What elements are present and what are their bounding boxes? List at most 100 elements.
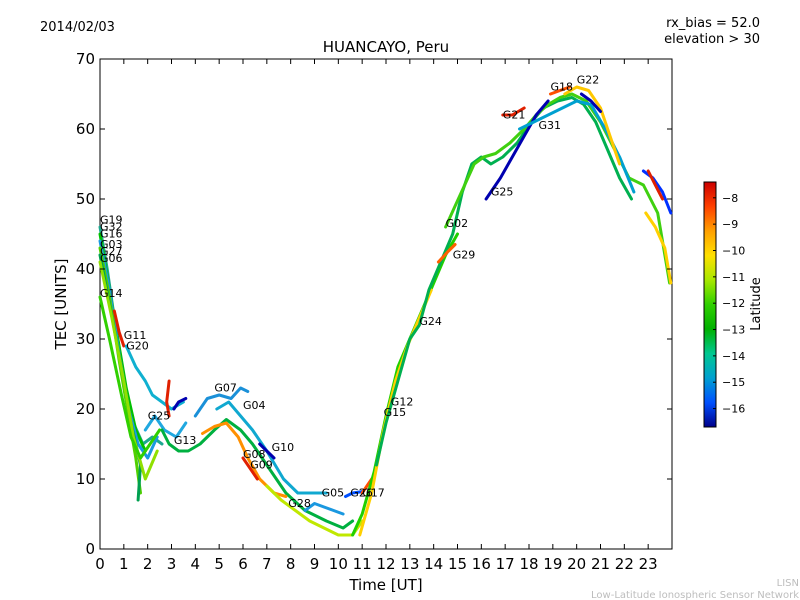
x-tick-label: 20 [567,555,586,573]
x-tick-label: 15 [448,555,467,573]
label-g26-18: G26 [350,487,373,500]
label-g15-21: G15 [384,406,407,419]
label-g29-24: G29 [453,249,476,262]
series-g25-25 [484,99,550,201]
elevation-label: elevation > 30 [664,32,760,47]
x-tick-label: 18 [519,555,538,573]
y-tick-label: 70 [76,50,95,68]
watermark-short: LISN [777,578,799,589]
series-g29-24 [436,243,457,264]
colorbar-tick-label: −11 [722,271,745,284]
x-tick-label: 21 [591,555,610,573]
y-tick-label: 20 [76,400,95,418]
chart-title: HUANCAYO, Peru [323,38,449,56]
label-g06-5: G06 [100,252,123,265]
colorbar-tick-label: −10 [722,244,745,257]
series-g15-21 [358,288,433,537]
series-unlabeled-31 [644,211,673,285]
label-g32-1: G32 [100,221,123,234]
x-tick-label: 14 [424,555,443,573]
series-layer [98,85,673,537]
label-g18-28: G18 [551,81,574,94]
x-tick-label: 19 [543,555,562,573]
rx-bias-label: rx_bias = 52.0 [666,16,760,31]
series-g18-28 [549,85,571,96]
label-g14-6: G14 [100,287,123,300]
watermark-long: Low-Latitude Ionospheric Sensor Network [591,590,799,600]
label-g08-13: G08 [243,448,266,461]
series-g25-9 [143,414,188,439]
axis-ticks: 0 1 2 3 4 5 6 7 8 9 10 11 12 13 14 15 16 17 18 19 20 21 22 2301… [76,50,672,573]
x-tick-label: 6 [238,555,248,573]
y-tick-label: 40 [76,260,95,278]
x-tick-label: 13 [400,555,419,573]
series-unlabeled-32 [641,169,673,215]
x-tick-label: 17 [496,555,515,573]
colorbar-tick-label: −9 [722,218,738,231]
colorbar-tick-label: −16 [722,403,745,416]
label-g11-7: G11 [124,329,147,342]
label-g22-29: G22 [577,74,600,87]
x-tick-label: 22 [615,555,634,573]
colorbar-tick-label: −8 [722,192,738,205]
series-g07-11 [193,386,250,418]
x-tick-label: 7 [262,555,272,573]
series-g11-7 [112,309,126,348]
x-tick-label: 4 [191,555,201,573]
series-unlabeled-35 [172,397,188,411]
label-g21-26: G21 [503,109,526,122]
colorbar-tick-label: −12 [722,297,745,310]
x-tick-label: 23 [639,555,658,573]
x-tick-label: 8 [286,555,296,573]
colorbar-ticks: −16 −15 −14 −13 −12 −11 −10 −9 −8 [713,192,745,416]
satellite-labels: G19G32G16G03G27G06G14G11G20G25G13G07G04G… [100,74,599,511]
label-g27-4: G27 [100,245,123,258]
x-tick-label: 2 [143,555,153,573]
x-tick-label: 3 [167,555,177,573]
label-g20-8: G20 [126,340,149,353]
date-label: 2014/02/03 [40,20,115,35]
series-g05-17 [303,502,345,516]
x-tick-label: 12 [376,555,395,573]
x-tick-label: 16 [472,555,491,573]
label-g31-27: G31 [539,119,562,132]
label-g10-15: G10 [272,441,295,454]
y-axis-label: TEC [UNITS] [52,259,70,351]
colorbar-tick-label: −13 [722,324,745,337]
label-g03-3: G03 [100,238,123,251]
series-g26-18 [344,490,364,498]
series-g21-26 [501,106,526,117]
label-g17-19: G17 [362,487,385,500]
x-axis-label: Time [UT] [348,576,422,594]
series-g14-6 [98,295,162,460]
label-g28-16: G28 [288,497,311,510]
series-g20-8 [124,344,185,411]
label-g16-2: G16 [100,228,123,241]
label-g02-23: G02 [446,217,469,230]
y-tick-label: 10 [76,470,95,488]
series-g22-29 [563,85,622,166]
label-g25-9: G25 [148,410,171,423]
y-tick-label: 30 [76,330,95,348]
plot-area [99,58,673,550]
label-g24-22: G24 [419,315,442,328]
x-tick-label: 0 [95,555,105,573]
series-g10-15 [258,442,276,460]
label-g05-17: G05 [322,487,345,500]
y-tick-label: 60 [76,120,95,138]
label-g04-12: G04 [243,399,266,412]
colorbar-tick-label: −14 [722,350,745,363]
label-g25-25: G25 [491,186,514,199]
y-tick-label: 0 [85,540,95,558]
x-tick-label: 1 [119,555,129,573]
series-g09-14 [241,456,259,481]
colorbar [703,181,717,428]
y-tick-label: 50 [76,190,95,208]
series-unlabeled-33 [646,169,664,201]
x-tick-label: 11 [353,555,372,573]
label-g19-0: G19 [100,214,123,227]
series-unlabeled-34 [165,379,171,418]
x-tick-label: 10 [329,555,348,573]
label-g12-20: G12 [391,396,414,409]
